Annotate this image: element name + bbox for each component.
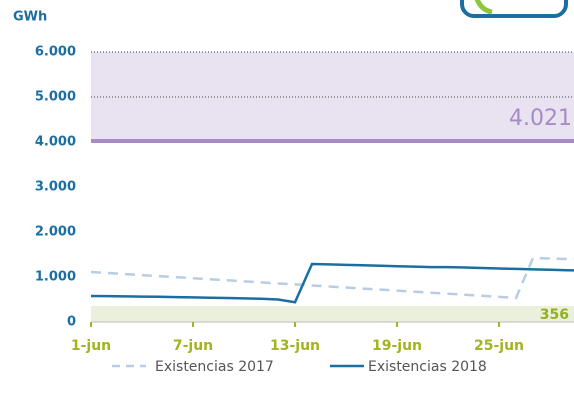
- series-line: [91, 256, 574, 300]
- series-line: [91, 262, 574, 304]
- y-tick-label: 6.000: [35, 45, 76, 60]
- x-tick-label: 1-jun: [71, 338, 111, 354]
- y-tick-label: 5.000: [35, 90, 76, 105]
- y-tick-label: 0: [67, 315, 76, 330]
- y-axis-label: GWh: [13, 10, 47, 25]
- annotation-label: 4.021: [509, 106, 572, 131]
- logo-leaf: [474, 0, 493, 15]
- y-tick-label: 3.000: [35, 180, 76, 195]
- x-tick-label: 19-jun: [372, 338, 422, 354]
- x-tick-label: 7-jun: [173, 338, 213, 354]
- legend-label: Existencias 2017: [155, 359, 274, 375]
- plot-area: [91, 51, 574, 322]
- legend-label: Existencias 2018: [368, 359, 487, 375]
- y-tick-label: 1.000: [35, 270, 76, 285]
- y-tick-label: 4.000: [35, 135, 76, 150]
- logo: [460, 0, 568, 18]
- y-tick-label: 2.000: [35, 225, 76, 240]
- annotation-band: [91, 305, 574, 322]
- x-tick-label: 13-jun: [270, 338, 320, 354]
- x-tick-label: 25-jun: [474, 338, 524, 354]
- annotation-label: 356: [540, 307, 569, 323]
